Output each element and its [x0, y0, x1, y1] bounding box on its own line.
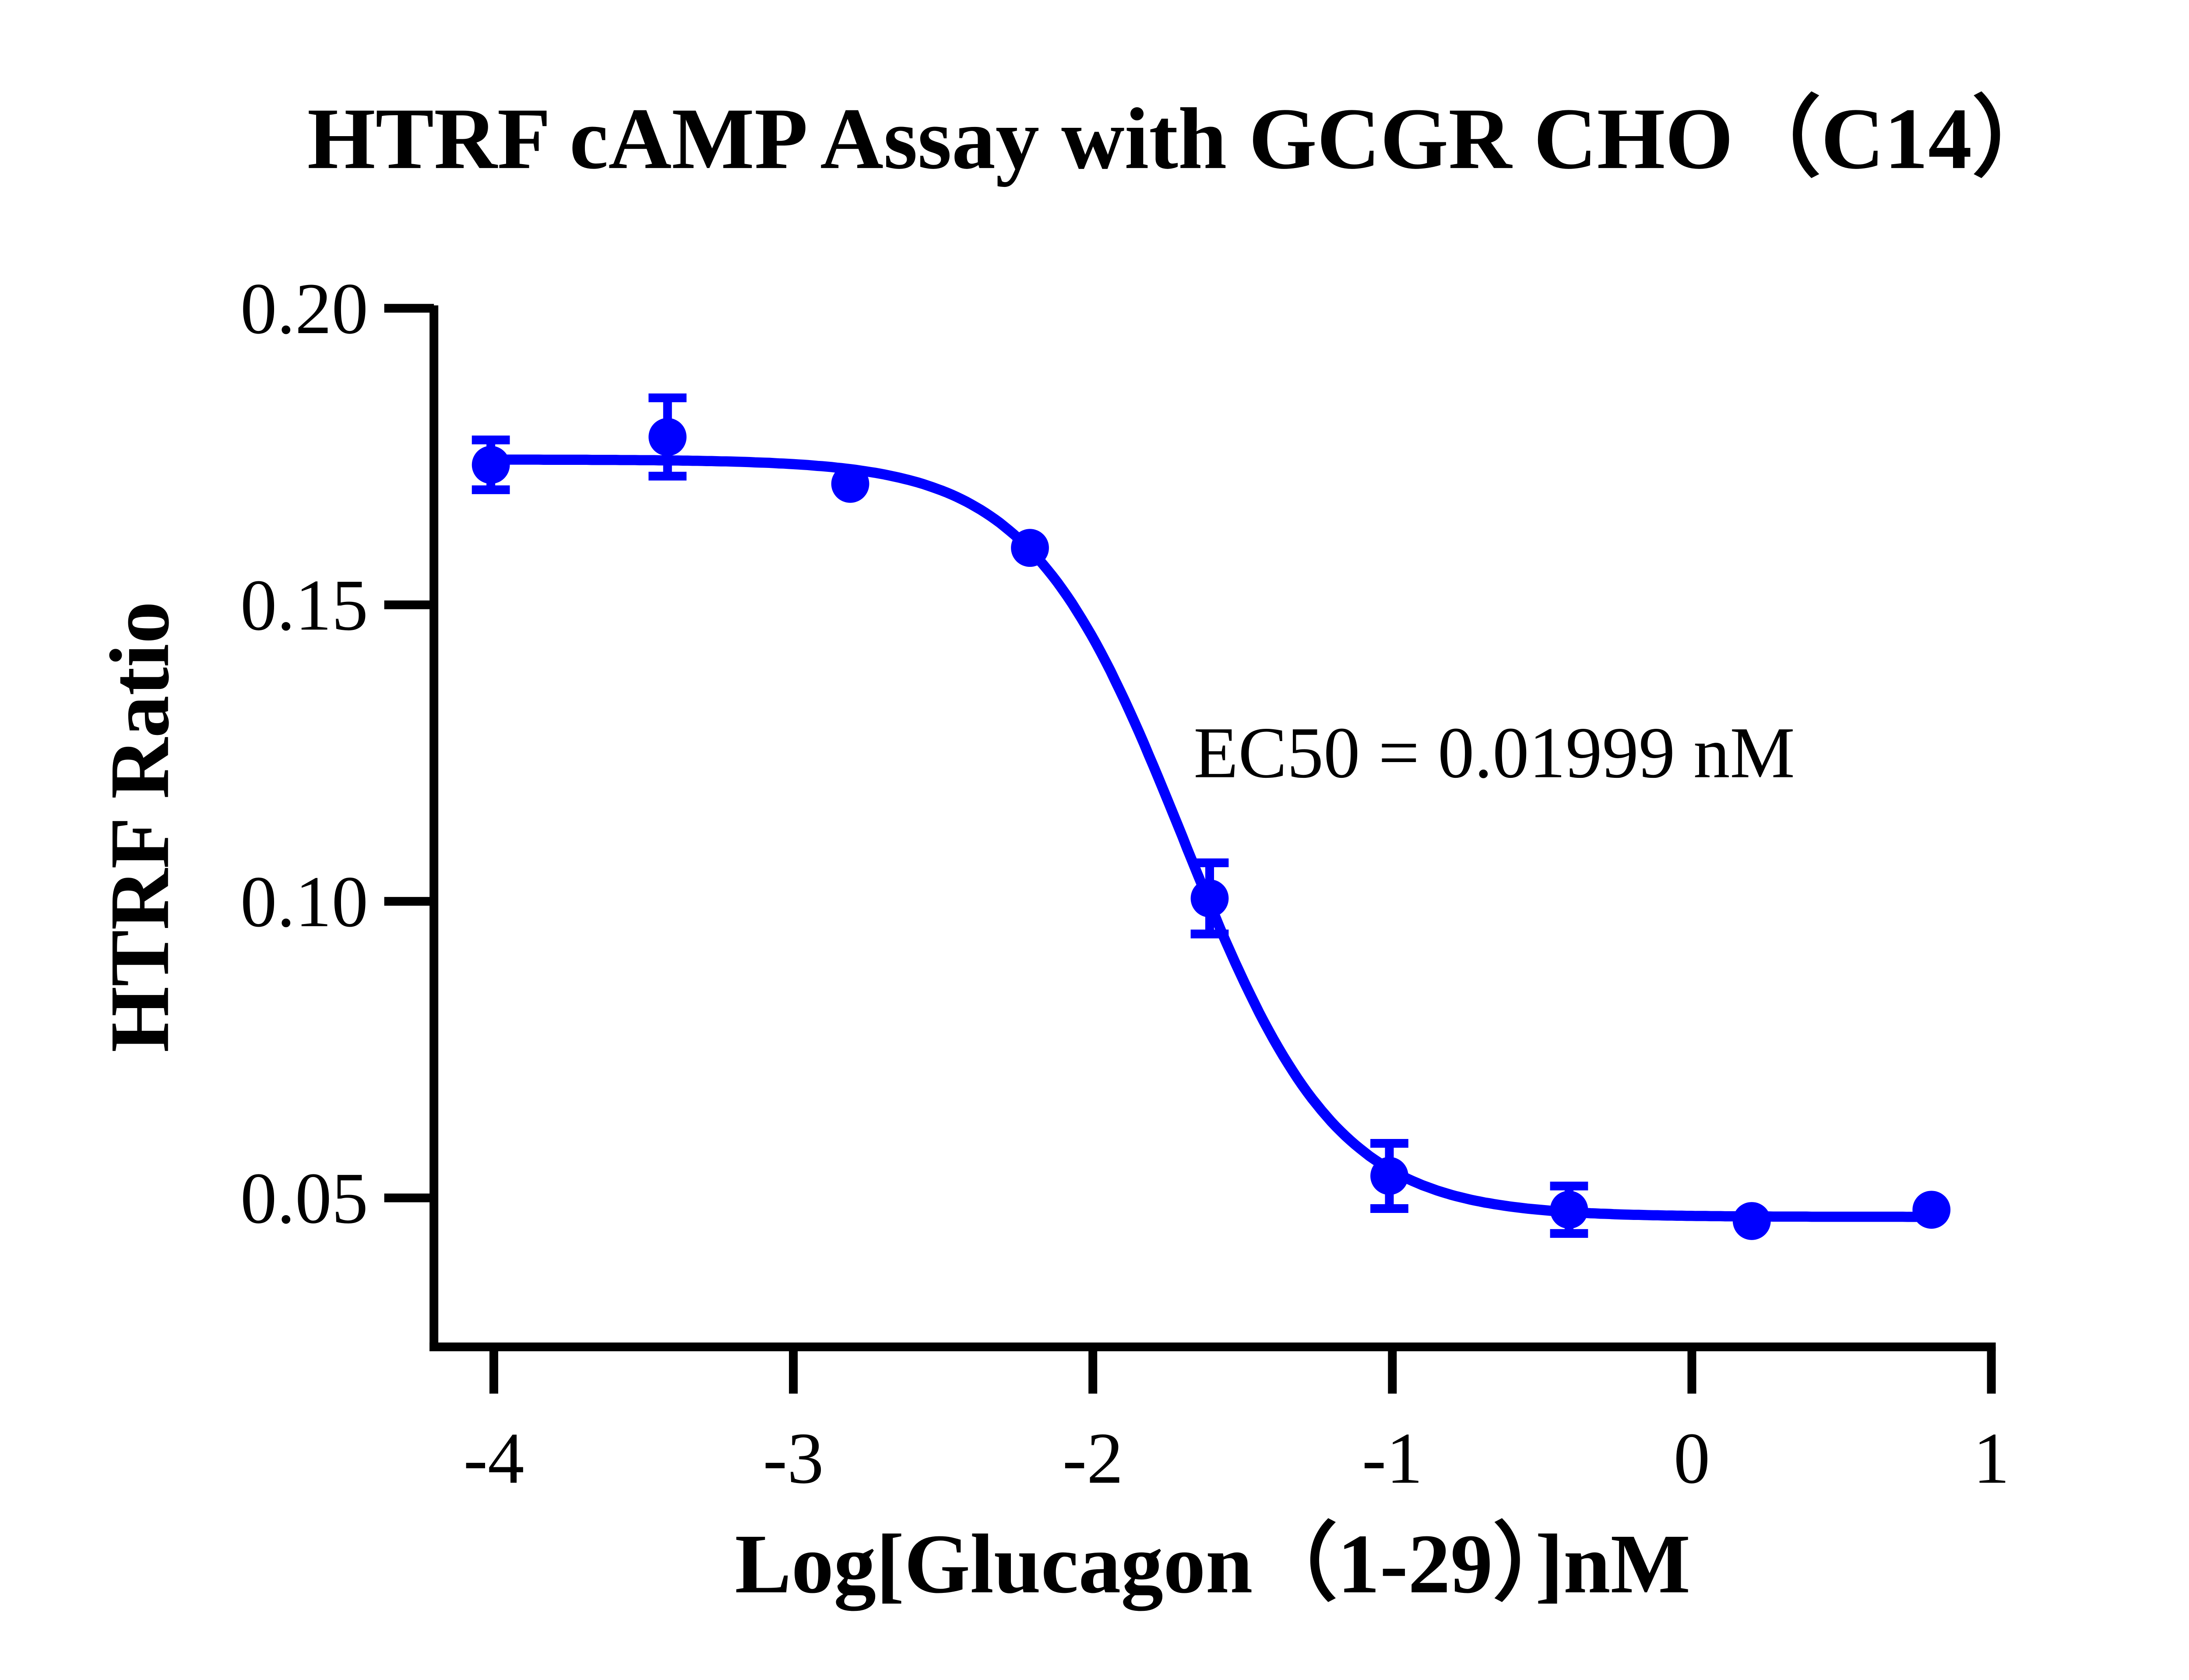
- data-point: [831, 464, 869, 503]
- x-tick-label: -1: [1362, 1418, 1423, 1499]
- y-tick-label: 0.15: [240, 565, 368, 646]
- data-point: [1011, 529, 1049, 567]
- x-tick-label: 1: [1973, 1418, 2010, 1499]
- data-point: [472, 446, 510, 484]
- ec50-annotation: EC50 = 0.01999 nM: [1193, 713, 1795, 794]
- plot-area: [472, 393, 1951, 1240]
- x-tick-label: 0: [1674, 1418, 1710, 1499]
- data-point: [1190, 879, 1229, 917]
- chart-title: HTRF cAMP Assay with GCGR CHO（C14）: [307, 91, 2060, 187]
- y-axis-label: HTRF Ratio: [93, 601, 187, 1052]
- fit-curve: [491, 454, 1932, 1222]
- data-point: [1550, 1191, 1588, 1229]
- y-tick-label: 0.10: [240, 861, 368, 942]
- y-tick-label: 0.20: [240, 268, 368, 349]
- x-tick-label: -4: [463, 1418, 524, 1499]
- data-point: [1912, 1191, 1951, 1229]
- y-tick-label: 0.05: [240, 1158, 368, 1239]
- axes: 0.05 0.10 0.15 0.20 -4 -3 -2 -1 0 1: [240, 268, 2010, 1499]
- data-point: [1732, 1202, 1771, 1240]
- x-axis-label: Log[Glucagon（1-29）]nM: [735, 1517, 1690, 1611]
- x-tick-label: -3: [763, 1418, 824, 1499]
- data-point: [1370, 1157, 1408, 1195]
- x-tick-label: -2: [1063, 1418, 1123, 1499]
- data-point: [648, 418, 687, 456]
